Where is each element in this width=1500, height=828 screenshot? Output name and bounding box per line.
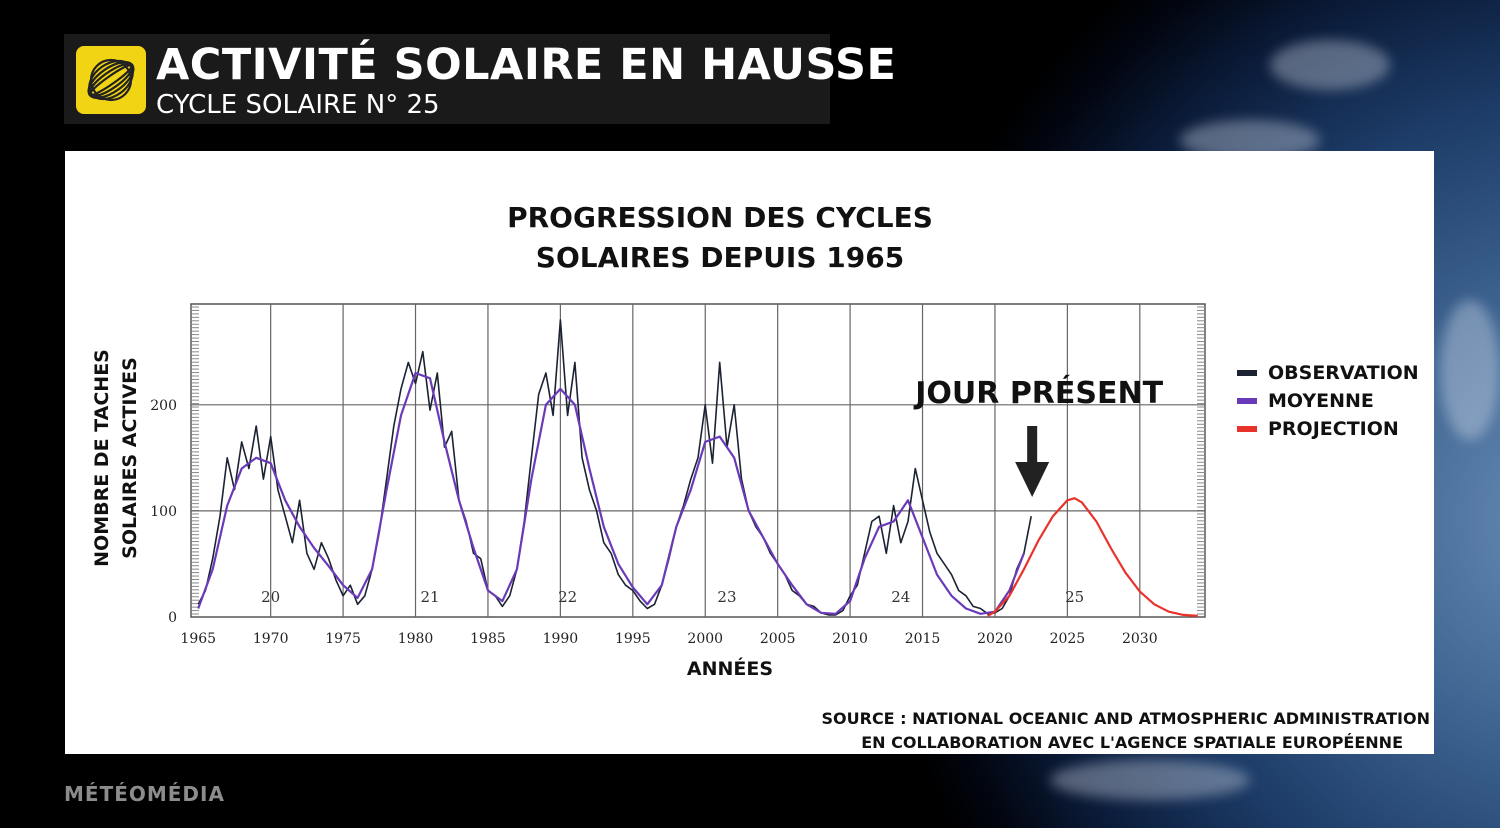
- cycle-label: 20: [261, 588, 280, 606]
- y-axis-label-line1: NOMBRE DE TACHES: [91, 349, 113, 567]
- cycle-label: 23: [717, 588, 736, 606]
- x-tick-label: 1985: [470, 631, 506, 647]
- cycle-label: 25: [1065, 588, 1084, 606]
- present-day-arrow-shaft: [1027, 426, 1038, 462]
- x-tick-label: 1995: [615, 631, 651, 647]
- chart-title-line2: SOLAIRES DEPUIS 1965: [535, 241, 905, 274]
- x-tick-label: 2000: [687, 631, 723, 647]
- y-tick-label: 200: [150, 398, 177, 414]
- x-tick-label: 1975: [325, 631, 361, 647]
- plot-frame: [190, 303, 1206, 618]
- chart-annotations: 20 21 22 23 24 25 JOUR PRÉSENT: [261, 375, 1163, 606]
- x-tick-label: 1965: [180, 631, 216, 647]
- legend-swatch: [1237, 370, 1257, 376]
- present-day-arrow-icon: [1015, 462, 1050, 497]
- x-tick-label: 2015: [905, 631, 941, 647]
- chart-title-line1: PROGRESSION DES CYCLES: [507, 201, 933, 234]
- series-line-observation: [197, 319, 1032, 616]
- sunspot-chart: 1965 1970 1975 1980 1985 1990 1995 2000 2005 2010…: [91, 303, 1419, 680]
- source-line-1: SOURCE : NATIONAL OCEANIC AND ATMOSPHERI…: [821, 709, 1431, 728]
- x-tick-label: 1980: [398, 631, 434, 647]
- x-tick-label: 2005: [760, 631, 796, 647]
- x-tick-label: 2020: [977, 631, 1013, 647]
- x-tick-label: 2030: [1122, 631, 1158, 647]
- chart-panel: PROGRESSION DES CYCLES SOLAIRES DEPUIS 1…: [65, 151, 1434, 754]
- chart-ticks: 1965 1970 1975 1980 1985 1990 1995 2000 2005 2010…: [150, 398, 1157, 647]
- weather-logo-icon: [76, 46, 146, 114]
- header-banner: ACTIVITÉ SOLAIRE EN HAUSSE CYCLE SOLAIRE…: [64, 34, 896, 124]
- legend-label: OBSERVATION: [1268, 362, 1419, 384]
- chart-grid: [190, 303, 1206, 618]
- page-title: ACTIVITÉ SOLAIRE EN HAUSSE: [156, 40, 897, 90]
- x-tick-label: 1990: [543, 631, 579, 647]
- cycle-label: 24: [891, 588, 910, 606]
- chart-legend: OBSERVATION MOYENNE PROJECTION: [1237, 362, 1419, 440]
- legend-swatch: [1237, 426, 1257, 432]
- y-axis-label-line2: SOLAIRES ACTIVES: [119, 357, 141, 559]
- present-day-label: JOUR PRÉSENT: [913, 375, 1163, 411]
- x-tick-label: 2025: [1050, 631, 1086, 647]
- x-tick-label: 1970: [253, 631, 289, 647]
- y-tick-label: 100: [150, 504, 177, 520]
- y-tick-label: 0: [168, 610, 177, 626]
- series-line-projection: [987, 497, 1198, 617]
- page-subtitle: CYCLE SOLAIRE N° 25: [156, 90, 440, 120]
- x-axis-label: ANNÉES: [687, 657, 773, 680]
- chart-title: PROGRESSION DES CYCLES SOLAIRES DEPUIS 1…: [65, 198, 1375, 278]
- series-line-moyenne: [197, 371, 1025, 615]
- cycle-label: 22: [558, 588, 577, 606]
- legend-swatch: [1237, 398, 1257, 404]
- brand-watermark: MÉTÉOMÉDIA: [64, 782, 225, 806]
- legend-label: PROJECTION: [1268, 418, 1399, 440]
- cycle-label: 21: [420, 588, 439, 606]
- source-line-2: EN COLLABORATION AVEC L'AGENCE SPATIALE …: [861, 733, 1403, 752]
- x-tick-label: 2010: [832, 631, 868, 647]
- legend-label: MOYENNE: [1268, 390, 1374, 412]
- chart-series: [197, 319, 1198, 617]
